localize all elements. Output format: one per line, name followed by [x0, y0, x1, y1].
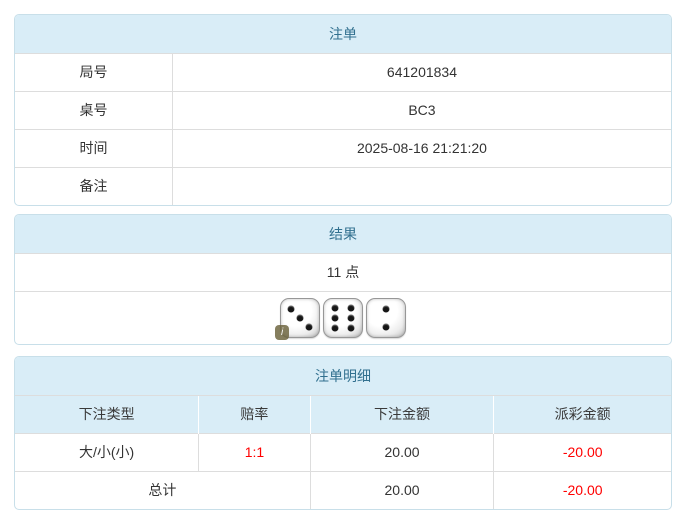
header-odds: 赔率: [198, 396, 311, 434]
points-value: 11 点: [326, 264, 360, 280]
result-table: 11 点 i: [15, 254, 671, 344]
table-number-value: BC3: [172, 91, 671, 130]
bet-order-panel: 注单 局号 641201834 桌号 BC3 时间 2025-08-16 21:…: [14, 14, 672, 206]
table-row: 备注: [15, 167, 671, 205]
die-pip: [331, 324, 339, 332]
table-row: 局号 641201834: [15, 54, 671, 92]
die-pip: [347, 304, 355, 312]
die-pip: [382, 323, 390, 331]
bet-detail-panel: 注单明细 下注类型 赔率 下注金额 派彩金额 大/小(小) 1:1 20.00 …: [14, 356, 672, 510]
die-pip: [382, 305, 390, 313]
bet-order-table: 局号 641201834 桌号 BC3 时间 2025-08-16 21:21:…: [15, 54, 671, 205]
dice-cell: i: [15, 291, 671, 344]
bet-amount-value: 20.00: [309, 433, 494, 472]
dice-row: i: [23, 298, 663, 340]
die-pip: [347, 324, 355, 332]
header-row: 下注类型 赔率 下注金额 派彩金额: [15, 396, 671, 434]
die-2-value-6: [323, 298, 363, 338]
row-label-remark: 备注: [15, 167, 173, 205]
result-panel: 结果 11 点 i: [14, 214, 672, 345]
row-label-table-number: 桌号: [15, 91, 173, 130]
table-row: 时间 2025-08-16 21:21:20: [15, 129, 671, 168]
total-row: 总计 20.00 -20.00: [15, 471, 671, 509]
total-label: 总计: [15, 471, 311, 509]
die-pip: [305, 323, 313, 331]
header-payout: 派彩金额: [493, 396, 671, 434]
time-value: 2025-08-16 21:21:20: [172, 129, 671, 168]
total-bet-amount: 20.00: [309, 471, 494, 509]
table-row: i: [15, 291, 671, 344]
table-row: 大/小(小) 1:1 20.00 -20.00: [15, 433, 671, 472]
die-pip: [296, 314, 304, 322]
bet-detail-title: 注单明细: [15, 357, 671, 396]
remark-value: [172, 167, 671, 205]
row-label-game-number: 局号: [15, 54, 173, 92]
die-pip: [347, 314, 355, 322]
bet-detail-table: 下注类型 赔率 下注金额 派彩金额 大/小(小) 1:1 20.00 -20.0…: [15, 396, 671, 509]
die-info-badge-icon[interactable]: i: [275, 325, 290, 340]
row-label-time: 时间: [15, 129, 173, 168]
die-1-value-3: i: [275, 298, 320, 340]
bet-type-value: 大/小(小): [15, 433, 199, 472]
game-number-value: 641201834: [386, 64, 457, 80]
die-3-value-2: [366, 298, 406, 338]
payout-value: -20.00: [493, 433, 671, 472]
table-row: 桌号 BC3: [15, 91, 671, 130]
die-pip: [331, 314, 339, 322]
header-bet-amount: 下注金额: [309, 396, 494, 434]
die-pip: [331, 304, 339, 312]
header-bet-type: 下注类型: [15, 396, 199, 434]
bet-order-title: 注单: [15, 15, 671, 54]
table-row: 11 点: [15, 254, 671, 292]
odds-value: 1:1: [198, 433, 311, 472]
total-payout: -20.00: [493, 471, 671, 509]
result-title: 结果: [15, 215, 671, 254]
die-pip: [287, 305, 295, 313]
